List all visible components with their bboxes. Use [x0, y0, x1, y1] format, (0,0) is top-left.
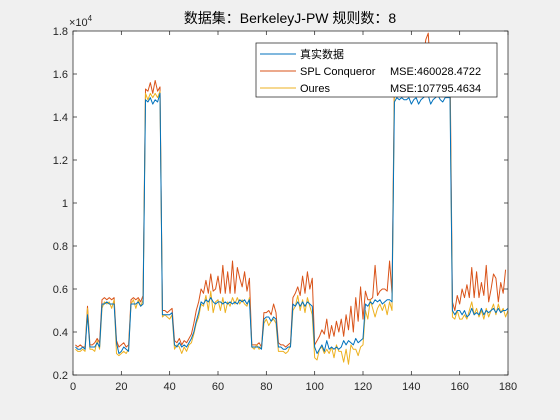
- chart-title: 数据集：BerkeleyJ-PW 规则数：8: [184, 10, 397, 26]
- y-tick-label: 0.6: [53, 284, 68, 296]
- x-tick-label: 0: [70, 381, 76, 393]
- y-axis: 0.2 0.4 0.6 0.8 1 1.2 1.4 1.6 1.8: [53, 26, 508, 382]
- y-tick-label: 0.8: [53, 241, 68, 253]
- x-tick-label: 120: [354, 381, 372, 393]
- x-axis: 0 20 40 60 80 100 120 140 160 180: [70, 31, 517, 393]
- legend-mse-oures: MSE:107795.4634: [390, 83, 481, 95]
- legend-box: [255, 42, 498, 98]
- x-tick-label: 160: [450, 381, 468, 393]
- legend-label-actual: 真实数据: [300, 47, 344, 61]
- x-tick-label: 80: [260, 381, 272, 393]
- legend-label-spl: SPL Conqueror: [300, 66, 376, 78]
- y-tick-label: 0.2: [53, 370, 68, 382]
- y-exponent-label: ×104: [69, 14, 93, 29]
- legend[interactable]: 真实数据 SPL Conqueror MSE:460028.4722 Oures…: [255, 42, 498, 98]
- x-tick-label: 100: [305, 381, 323, 393]
- x-tick-label: 40: [164, 381, 176, 393]
- y-tick-label: 1.8: [53, 26, 68, 38]
- legend-mse-spl: MSE:460028.4722: [390, 66, 481, 78]
- x-tick-label: 20: [115, 381, 127, 393]
- x-tick-label: 60: [212, 381, 224, 393]
- y-tick-label: 1: [62, 198, 68, 210]
- x-tick-label: 180: [499, 381, 517, 393]
- y-tick-label: 0.4: [53, 327, 68, 339]
- legend-label-oures: Oures: [300, 83, 330, 95]
- y-tick-label: 1.2: [53, 155, 68, 167]
- x-tick-label: 140: [402, 381, 420, 393]
- y-tick-label: 1.6: [53, 69, 68, 81]
- y-tick-label: 1.4: [53, 112, 68, 124]
